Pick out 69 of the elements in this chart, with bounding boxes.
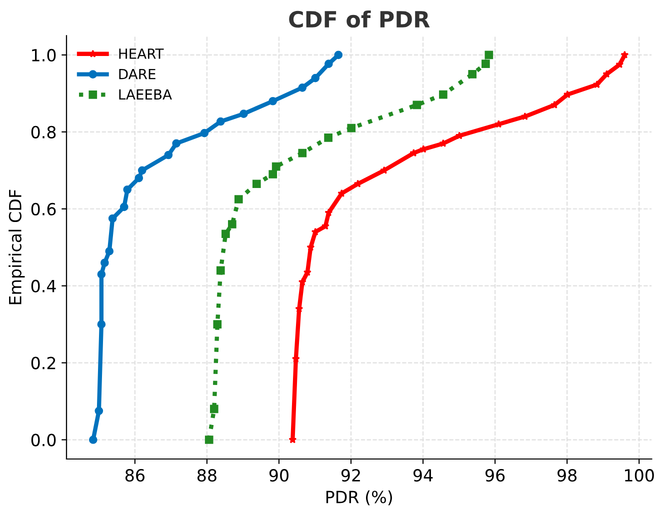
point [222,230,230,238]
point [252,180,261,188]
point [94,406,104,416]
x-tick-label: 86 [125,469,144,482]
point [216,266,225,275]
legend-label: HEART [119,48,164,59]
point [324,208,333,216]
point [216,117,225,126]
point [616,60,624,68]
legend-label: DARE [119,69,156,80]
point [468,70,477,78]
chart-title: CDF of PDR [289,10,430,28]
point [120,202,128,212]
x-tick-label: 92 [341,469,360,482]
point [213,320,222,328]
point [324,134,332,142]
point [240,110,248,118]
point [592,80,601,88]
point [550,100,558,108]
y-tick-label: 0.6 [31,202,56,216]
point [455,132,464,140]
point [100,258,109,267]
point [298,83,307,92]
point [482,60,490,68]
y-tick-label: 1.0 [32,48,56,62]
point [88,436,98,444]
point [563,90,572,98]
point [298,148,307,158]
y-tick-label: 0.4 [31,280,56,292]
x-tick-label: 88 [197,469,216,482]
point [210,404,218,414]
point [520,112,529,120]
point [419,145,428,153]
point [164,150,173,160]
point [228,220,236,228]
point [97,320,106,328]
y-tick-label: 0.0 [31,434,56,446]
point [268,96,278,106]
y-tick-label: 0.8 [31,126,56,138]
x-tick-label: 94 [413,469,433,482]
point [268,170,278,178]
point [272,162,280,171]
point [123,185,132,194]
x-axis-title: PDR (%) [326,490,392,506]
y-tick-label: 0.2 [31,356,56,370]
point [105,247,114,256]
point [172,139,181,148]
y-axis-title: Empirical CDF [8,190,25,304]
point [108,214,117,223]
point [412,100,422,110]
point [439,90,448,99]
point [620,50,629,58]
x-tick-label: 98 [558,469,577,482]
point [138,166,146,175]
point [484,50,494,60]
point [334,50,343,60]
x-tick-label: 96 [485,469,505,482]
point [204,436,214,444]
x-tick-label: 100 [625,469,654,482]
point [298,278,306,286]
point [200,128,209,138]
point [134,174,144,182]
point [311,74,320,82]
point [234,195,243,204]
point [347,124,356,132]
x-tick-label: 90 [269,469,288,482]
point [324,60,333,68]
legend-label: LAEEBA [119,89,172,100]
point [97,270,106,278]
